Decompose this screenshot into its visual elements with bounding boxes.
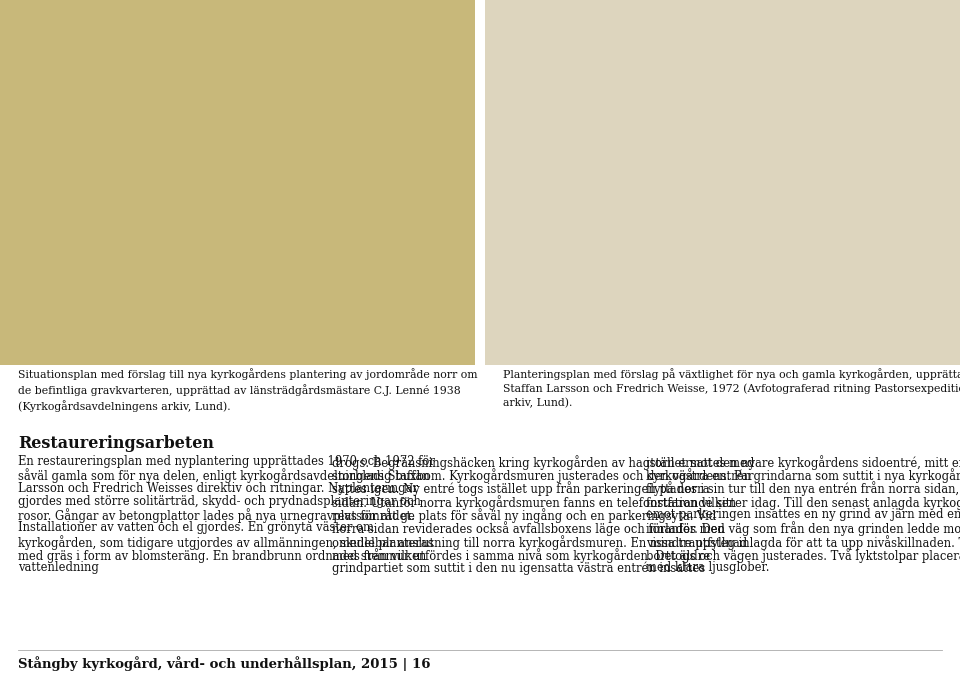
Bar [485, 0, 960, 365]
Text: En restaureringsplan med nyplantering upprättades 1970 och 1972 för: En restaureringsplan med nyplantering up… [18, 455, 435, 468]
Bar [0, 0, 475, 365]
Text: vattenledning: vattenledning [18, 561, 99, 574]
Text: borttogs och vägen justerades. Två lyktstolpar placerades vid bårhuset: borttogs och vägen justerades. Två lykts… [646, 548, 960, 563]
Text: sidan. Utanför norra kyrkogårdsmuren fanns en telefonstation vilken: sidan. Utanför norra kyrkogårdsmuren fan… [332, 495, 736, 510]
Text: Situationsplan med förslag till nya kyrkogårdens plantering av jordområde norr o: Situationsplan med förslag till nya kyrk… [18, 368, 477, 412]
Text: Restaureringsarbeten: Restaureringsarbeten [18, 435, 214, 452]
Text: istället mot den nyare kyrkogårdens sidoentré, mitt emot gamla: istället mot den nyare kyrkogårdens sido… [646, 455, 960, 470]
Text: revs för att ge plats för såväl ny ingång och en parkeringsyta. Vid: revs för att ge plats för såväl ny ingån… [332, 508, 716, 523]
Text: omedelbar anslutning till norra kyrkogårdsmuren. En mindre utfyllnad: omedelbar anslutning till norra kyrkogår… [332, 535, 747, 550]
Text: Stångby kyrkogård, vård- och underhållsplan, 2015 | 16: Stångby kyrkogård, vård- och underhållsp… [18, 656, 430, 671]
Text: kyrkogården, som tidigare utgjordes av allmänningen, skulle planteras: kyrkogården, som tidigare utgjordes av a… [18, 535, 434, 550]
Text: rosor. Gångar av betongplattor lades på nya urnegravplatsområdet.: rosor. Gångar av betongplattor lades på … [18, 508, 415, 523]
Text: emot parkeringen insattes en ny grind av järn med en mindre trappa: emot parkeringen insattes en ny grind av… [646, 508, 960, 521]
Text: vissa trappsteg inlagda för att ta upp nivåskillnaden. Trappstegen: vissa trappsteg inlagda för att ta upp n… [646, 535, 960, 550]
Text: sattes igen. Ny entré togs istället upp från parkeringen på norra: sattes igen. Ny entré togs istället upp … [332, 481, 709, 496]
Text: norra sidan reviderades också avfallsboxens läge och förlades med: norra sidan reviderades också avfallsbox… [332, 521, 725, 536]
Text: drogs. Begränsningshäcken kring kyrkogården av hagtorn ersattes med: drogs. Begränsningshäcken kring kyrkogår… [332, 455, 755, 470]
Text: gjordes med större solitärträd, skydd- och prydnadsplanteringar och: gjordes med större solitärträd, skydd- o… [18, 495, 420, 508]
Text: med gräs i form av blomsteräng. En brandbrunn ordnades från vilken: med gräs i form av blomsteräng. En brand… [18, 548, 426, 563]
Text: fortfarande sitter idag. Till den senast anlagda kyrkogårdsdelen mitt: fortfarande sitter idag. Till den senast… [646, 495, 960, 510]
Text: Planteringsplan med förslag på växtlighet för nya och gamla kyrkogården, upprätt: Planteringsplan med förslag på växtlighe… [503, 368, 960, 408]
Text: innanför. Den väg som från den nya grinden ledde mot bårhuset hade: innanför. Den väg som från den nya grind… [646, 521, 960, 536]
Text: Installationer av vatten och el gjordes. En grönyta väster om: Installationer av vatten och el gjordes.… [18, 521, 373, 535]
Text: grindpartiet som suttit i den nu igensatta västra entrén insattes: grindpartiet som suttit i den nu igensat… [332, 561, 706, 575]
Text: såväl gamla som för nya delen, enligt kyrkogårdsavdelningens Staffan: såväl gamla som för nya delen, enligt ky… [18, 468, 430, 483]
Text: storbladig buxbom. Kyrkogårdsmuren justerades och den västra entrén: storbladig buxbom. Kyrkogårdsmuren juste… [332, 468, 751, 483]
Text: flyttades i sin tur till den nya entrén från norra sidan, där de: flyttades i sin tur till den nya entrén … [646, 481, 960, 496]
Text: med klara ljusglober.: med klara ljusglober. [646, 561, 770, 574]
Text: kyrkogårdens. Pargrindarna som suttit i nya kyrkogårdens huvudentré: kyrkogårdens. Pargrindarna som suttit i … [646, 468, 960, 483]
Text: Larsson och Fredrich Weisses direktiv och ritningar. Nyplanteringar: Larsson och Fredrich Weisses direktiv oc… [18, 481, 418, 495]
Text: med stenmur utfördes i samma nivå som kyrkogården. Det äldre: med stenmur utfördes i samma nivå som ky… [332, 548, 710, 563]
